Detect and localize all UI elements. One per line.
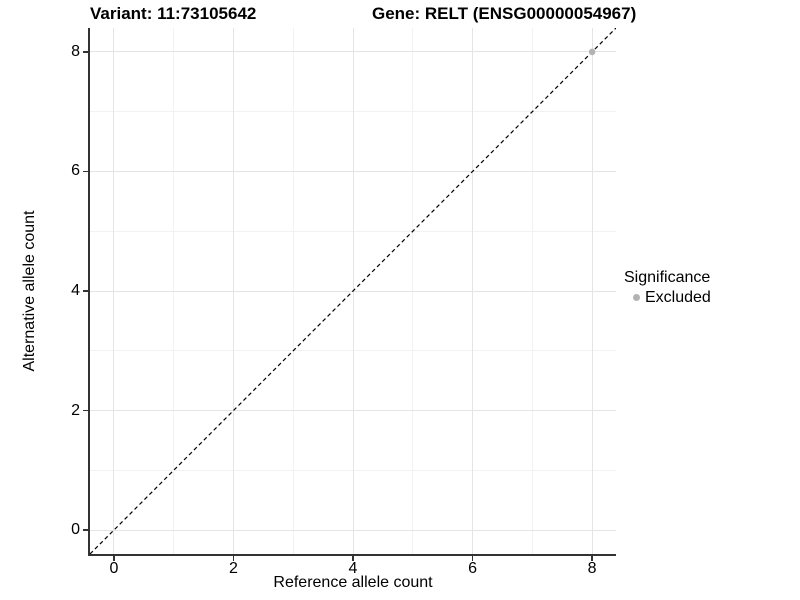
- x-tick-mark: [352, 556, 354, 561]
- data-point-excluded: [588, 48, 596, 56]
- x-tick-label: 0: [109, 560, 119, 577]
- identity-dashed-line: [90, 28, 616, 554]
- y-tick-mark: [83, 409, 88, 412]
- y-tick-mark: [83, 51, 88, 53]
- x-tick-label: 4: [348, 560, 358, 577]
- plot-title-variant: Variant: 11:73105642: [90, 4, 257, 23]
- y-tick-label: 2: [71, 401, 80, 419]
- excluded-point-icon: [633, 294, 640, 301]
- y-tick-label: 6: [71, 162, 80, 180]
- plot-panel: [88, 28, 616, 556]
- y-tick-label: 0: [71, 521, 80, 539]
- y-tick-mark: [83, 529, 88, 531]
- x-tick-mark: [113, 556, 115, 561]
- x-tick-label: 8: [587, 560, 597, 577]
- plot-title-gene: Gene: RELT (ENSG00000054967): [372, 4, 637, 23]
- panel-canvas: [90, 28, 616, 554]
- legend: Significance Excluded: [624, 268, 711, 307]
- y-major-gridline: [90, 529, 616, 531]
- x-tick-mark: [232, 556, 235, 561]
- y-major-gridline: [90, 410, 616, 412]
- y-tick-mark: [83, 170, 88, 173]
- y-tick-label: 8: [71, 42, 80, 60]
- y-tick-label: 4: [71, 282, 80, 299]
- legend-item-excluded: Excluded: [624, 288, 711, 307]
- x-tick-mark: [471, 556, 474, 561]
- legend-item-label: Excluded: [645, 289, 711, 306]
- x-tick-label: 6: [468, 560, 477, 577]
- y-major-gridline: [90, 170, 616, 172]
- x-tick-label: 2: [229, 560, 238, 577]
- y-axis-title: Alternative allele count: [21, 210, 38, 372]
- x-tick-mark: [591, 556, 593, 561]
- x-axis-title: Reference allele count: [273, 574, 433, 591]
- y-tick-mark: [83, 290, 88, 292]
- y-major-gridline: [90, 51, 616, 53]
- legend-title: Significance: [624, 269, 711, 286]
